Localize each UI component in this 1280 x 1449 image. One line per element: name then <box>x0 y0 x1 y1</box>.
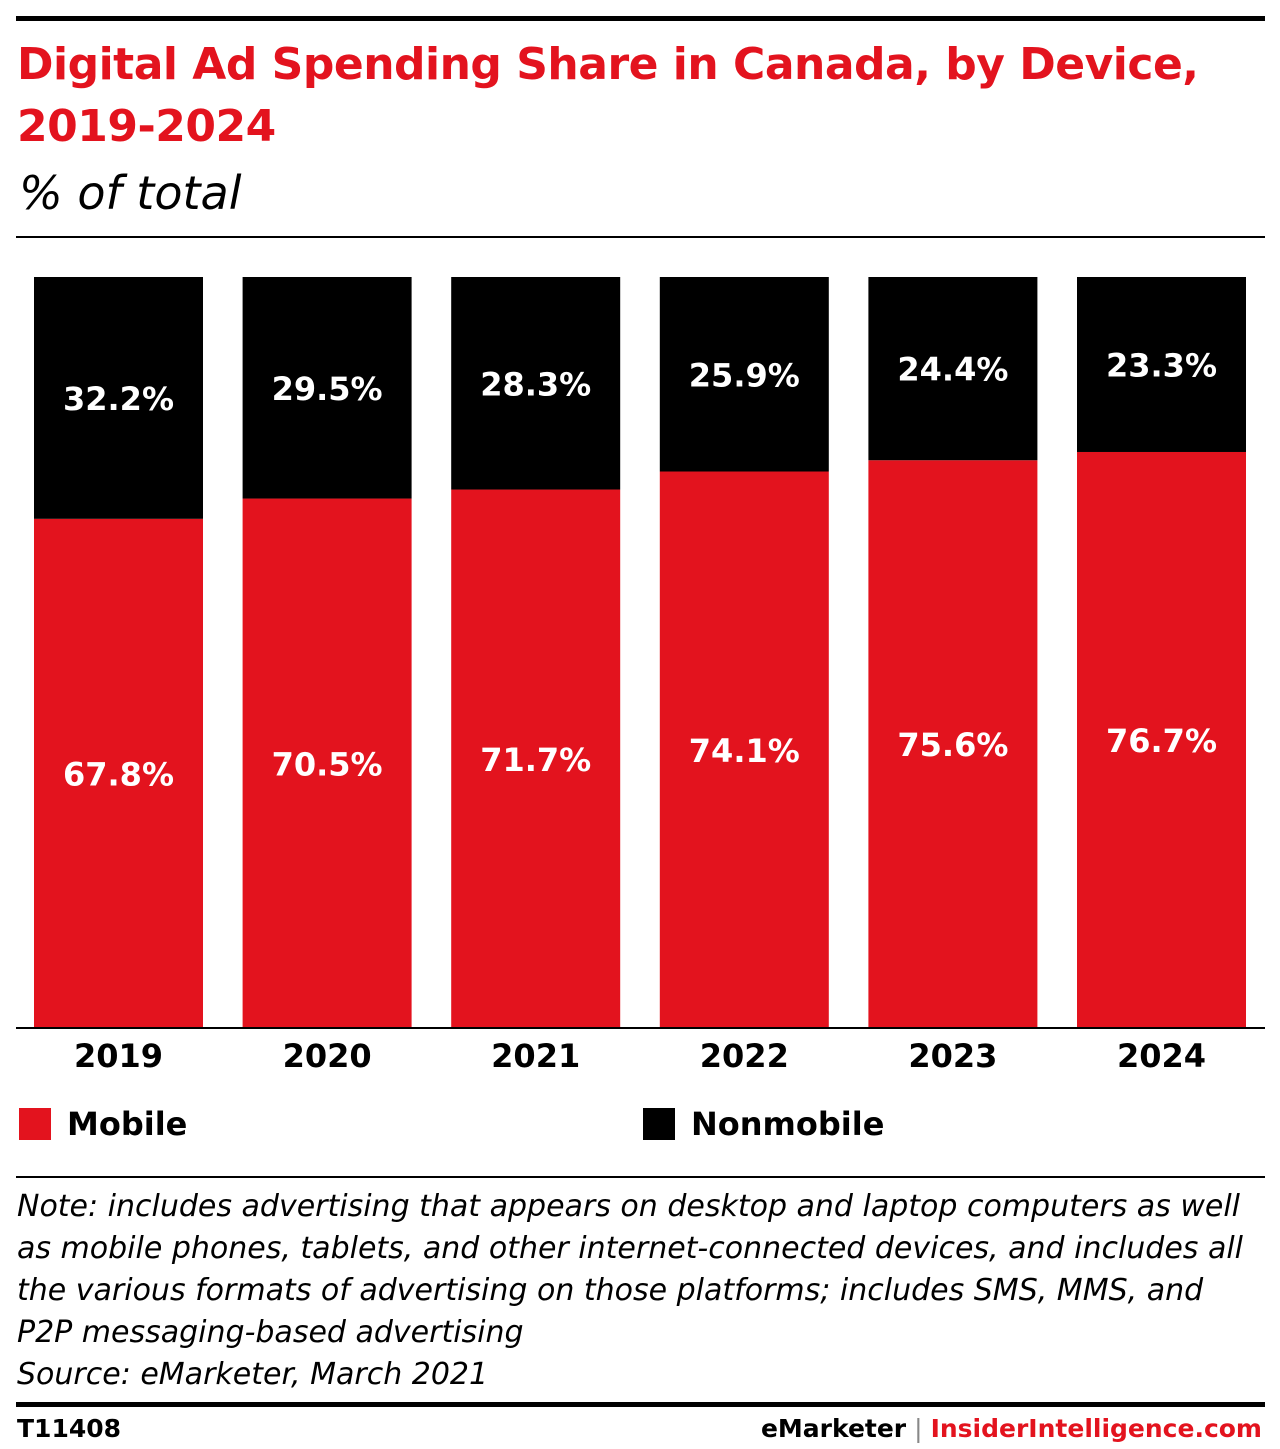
header-divider <box>16 236 1265 238</box>
data-label-mobile-2024: 76.7% <box>1106 722 1217 760</box>
data-label-mobile-2022: 74.1% <box>689 732 800 770</box>
brand-separator: | <box>914 1414 923 1443</box>
chart-id: T11408 <box>17 1414 122 1443</box>
x-tick-label-2023: 2023 <box>908 1037 997 1075</box>
data-label-mobile-2021: 71.7% <box>480 741 591 779</box>
legend-swatch-nonmobile <box>643 1108 675 1140</box>
brand-insider-intelligence: InsiderIntelligence.com <box>930 1414 1262 1443</box>
chart-title: Digital Ad Spending Share in Canada, by … <box>17 39 1199 152</box>
legend-item-nonmobile: Nonmobile <box>643 1104 884 1144</box>
bar-nonmobile-2021 <box>451 277 621 490</box>
legend-swatch-mobile <box>19 1108 51 1140</box>
data-label-nonmobile-2024: 23.3% <box>1106 346 1217 384</box>
legend-label-mobile: Mobile <box>67 1105 188 1143</box>
data-label-nonmobile-2023: 24.4% <box>897 351 1008 389</box>
footer-rule <box>16 1402 1265 1407</box>
bar-mobile-2020 <box>242 498 412 1028</box>
chart-note: Note: includes advertising that appears … <box>17 1186 1267 1396</box>
bar-mobile-2021 <box>451 489 621 1028</box>
bar-nonmobile-2020 <box>242 277 412 499</box>
stacked-bar-chart: 67.8% 32.2% 2019 70.5% 29.5% 2020 71.7% 28.3% 20… <box>16 277 1265 1075</box>
x-tick-label-2021: 2021 <box>491 1037 580 1075</box>
bar-mobile-2023 <box>868 460 1038 1028</box>
bar-nonmobile-2023 <box>868 277 1038 461</box>
bar-mobile-2019 <box>34 518 203 1028</box>
chart-subtitle: % of total <box>19 166 242 220</box>
brand-emarketer: eMarketer <box>760 1414 907 1443</box>
x-tick-label-2020: 2020 <box>283 1037 372 1075</box>
note-text: Note: includes advertising that appears … <box>17 1189 1244 1350</box>
bar-nonmobile-2022 <box>659 277 829 472</box>
bar-nonmobile-2024 <box>1077 277 1246 452</box>
source-text: Source: eMarketer, March 2021 <box>17 1357 489 1392</box>
bar-mobile-2022 <box>659 471 829 1028</box>
x-tick-label-2024: 2024 <box>1117 1037 1206 1075</box>
data-label-mobile-2023: 75.6% <box>897 726 1008 764</box>
note-divider <box>16 1176 1265 1178</box>
legend-label-nonmobile: Nonmobile <box>691 1105 885 1143</box>
legend-item-mobile: Mobile <box>19 1104 187 1144</box>
data-label-nonmobile-2022: 25.9% <box>689 356 800 394</box>
data-label-nonmobile-2020: 29.5% <box>272 370 383 408</box>
data-label-mobile-2020: 70.5% <box>272 745 383 783</box>
x-tick-label-2022: 2022 <box>700 1037 789 1075</box>
top-rule <box>16 16 1265 21</box>
data-label-mobile-2019: 67.8% <box>63 755 174 793</box>
bar-nonmobile-2019 <box>34 277 203 519</box>
bar-mobile-2024 <box>1077 451 1246 1028</box>
data-label-nonmobile-2019: 32.2% <box>63 380 174 418</box>
footer-brand: eMarketer | InsiderIntelligence.com <box>761 1414 1262 1443</box>
x-tick-label-2019: 2019 <box>74 1037 163 1075</box>
data-label-nonmobile-2021: 28.3% <box>480 365 591 403</box>
